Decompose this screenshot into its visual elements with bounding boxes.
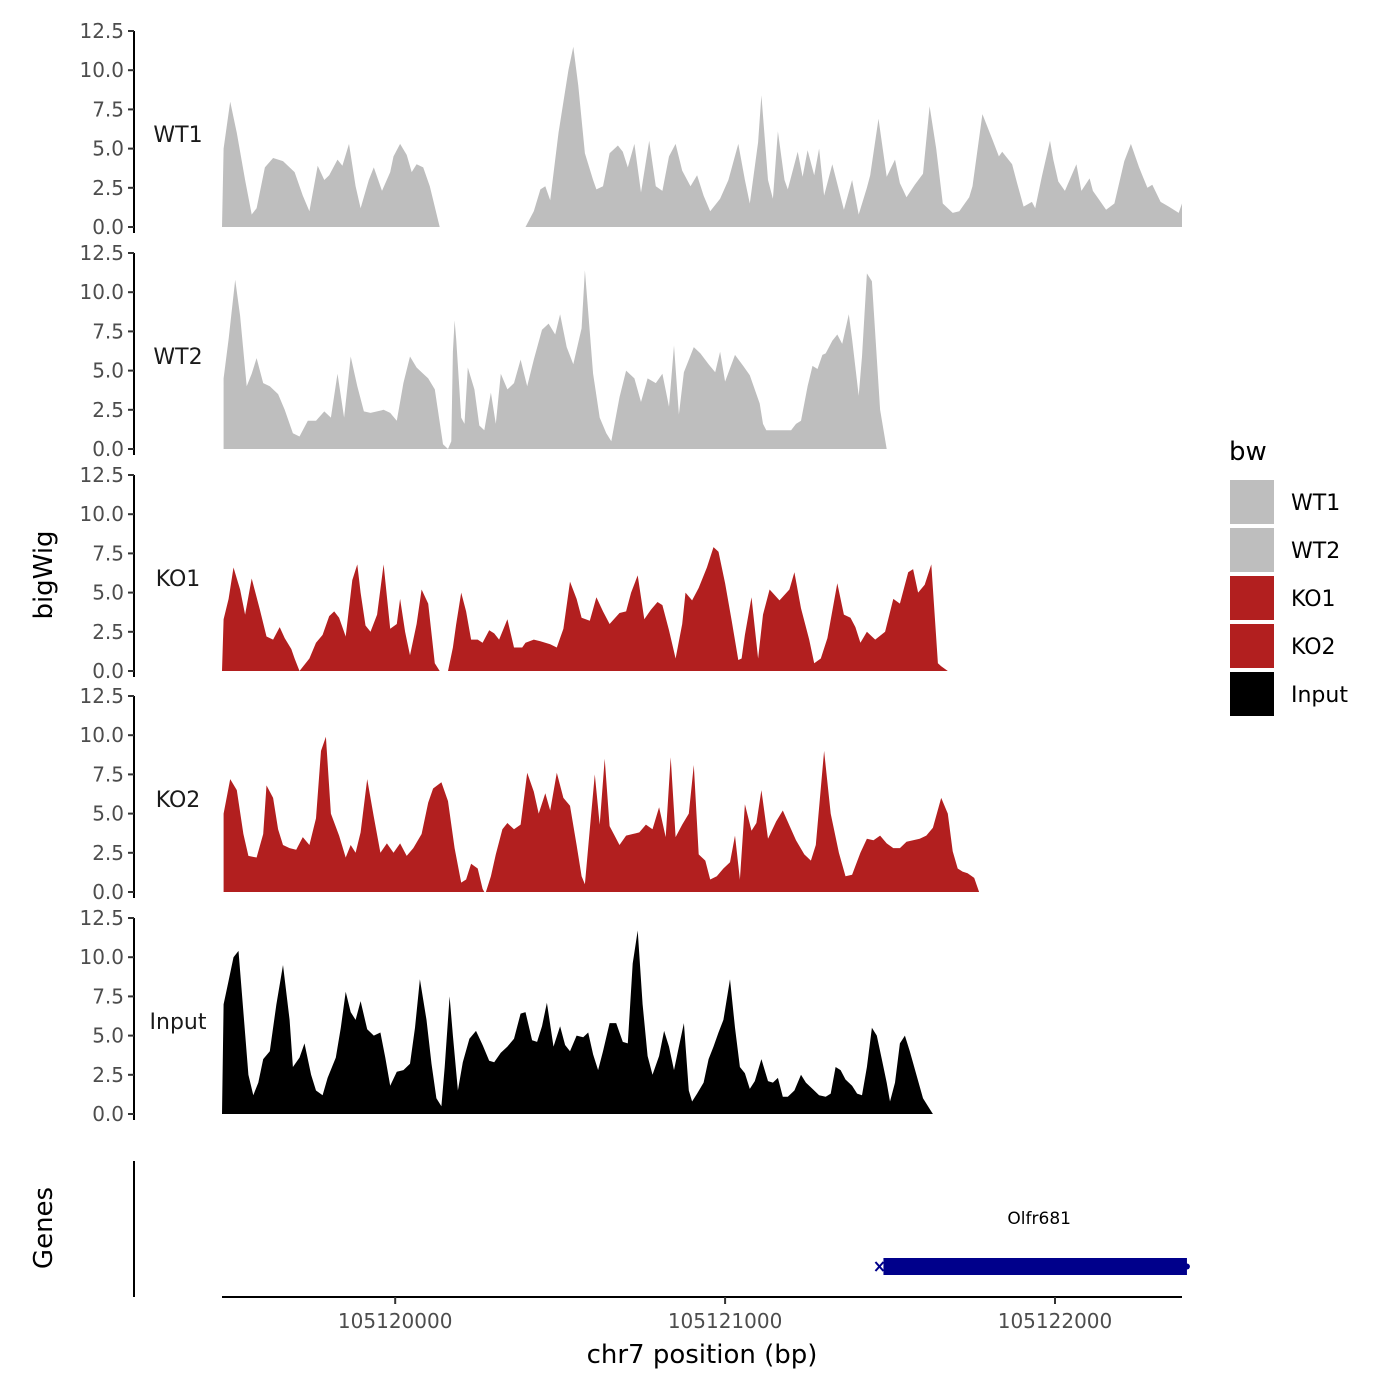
track-label-ko1: KO1 <box>156 567 201 592</box>
gene-end-marker <box>1183 1263 1190 1270</box>
y-tick-label: 0.0 <box>92 437 124 461</box>
x-axis-title: chr7 position (bp) <box>587 1340 818 1370</box>
y-tick-label: 2.5 <box>92 1063 124 1087</box>
track-panel-wt2: 0.0 2.5 5.0 7.5 10.0 12.5 WT2 <box>79 241 887 461</box>
gene-start-marker <box>874 1261 885 1272</box>
track-panel-wt1: 0.0 2.5 5.0 7.5 10.0 12.5 WT1 <box>79 19 1182 239</box>
y-tick-label: 0.0 <box>92 215 124 239</box>
y-tick-label: 10.0 <box>79 280 124 304</box>
track-ko1-area-1 <box>222 564 440 671</box>
legend-label-wt2: WT2 <box>1291 539 1340 564</box>
gene-layer: Olfr681 <box>874 1209 1190 1275</box>
y-tick-label: 2.5 <box>92 620 124 644</box>
x-tick-label: 105120000 <box>338 1309 453 1333</box>
track-wt1-area-1 <box>222 101 440 227</box>
y-tick-label: 0.0 <box>92 1102 124 1126</box>
x-axis: 105120000 105121000 105122000 chr7 positio… <box>222 1296 1182 1370</box>
gene-panel: Genes Olfr681 <box>29 1161 1190 1297</box>
y-tick-label: 12.5 <box>79 684 124 708</box>
y-tick-label: 7.5 <box>92 319 124 343</box>
y-tick-label: 5.0 <box>92 802 124 826</box>
legend-swatch-input <box>1230 672 1274 716</box>
tracks-layer: 0.0 2.5 5.0 7.5 10.0 12.5 WT1 0.0 2.5 5.0 7.5 10.0 1… <box>79 19 1182 1126</box>
y-tick-label: 10.0 <box>79 502 124 526</box>
y-tick-label: 12.5 <box>79 463 124 487</box>
y-tick-label: 0.0 <box>92 659 124 683</box>
y-tick-label: 0.0 <box>92 880 124 904</box>
y-axis-title: bigWig <box>29 530 59 619</box>
legend-title: bw <box>1229 437 1267 467</box>
y-tick-label: 2.5 <box>92 176 124 200</box>
y-tick-label: 5.0 <box>92 581 124 605</box>
y-tick-label: 12.5 <box>79 241 124 265</box>
y-tick-label: 10.0 <box>79 58 124 82</box>
legend-label-wt1: WT1 <box>1291 491 1340 516</box>
y-tick-label: 5.0 <box>92 1024 124 1048</box>
x-tick-label: 105121000 <box>668 1309 783 1333</box>
legend-label-ko1: KO1 <box>1291 587 1336 612</box>
y-tick-label: 7.5 <box>92 97 124 121</box>
x-tick-label: 105122000 <box>998 1309 1113 1333</box>
track-ko1-area-2 <box>448 547 948 671</box>
y-tick-label: 5.0 <box>92 359 124 383</box>
track-label-input: Input <box>150 1010 207 1035</box>
x-ticks: 105120000 105121000 105122000 <box>338 1297 1112 1333</box>
legend-swatch-ko2 <box>1230 624 1274 668</box>
track-panel-input: 0.0 2.5 5.0 7.5 10.0 12.5 Input <box>79 906 933 1126</box>
y-tick-label: 10.0 <box>79 945 124 969</box>
y-tick-label: 5.0 <box>92 137 124 161</box>
track-wt1-area-2 <box>525 46 1182 228</box>
y-tick-label: 12.5 <box>79 906 124 930</box>
track-input-area-1 <box>222 930 933 1114</box>
legend-items: WT1 WT2 KO1 KO2 Input <box>1230 480 1348 716</box>
legend-swatch-wt2 <box>1230 528 1274 572</box>
legend-label-ko2: KO2 <box>1291 635 1336 660</box>
track-label-ko2: KO2 <box>156 788 201 813</box>
gene-label: Olfr681 <box>1007 1209 1071 1229</box>
legend-label-input: Input <box>1291 683 1348 708</box>
y-tick-label: 7.5 <box>92 984 124 1008</box>
legend-swatch-ko1 <box>1230 576 1274 620</box>
y-tick-label: 12.5 <box>79 19 124 43</box>
y-tick-label: 2.5 <box>92 841 124 865</box>
gene-body <box>883 1258 1187 1275</box>
y-tick-label: 10.0 <box>79 723 124 747</box>
track-panel-ko1: 0.0 2.5 5.0 7.5 10.0 12.5 KO1 <box>79 463 948 683</box>
track-label-wt1: WT1 <box>153 123 202 148</box>
y-tick-label: 7.5 <box>92 762 124 786</box>
track-panel-ko2: 0.0 2.5 5.0 7.5 10.0 12.5 KO2 <box>79 684 980 904</box>
legend-swatch-wt1 <box>1230 480 1274 524</box>
track-label-wt2: WT2 <box>153 345 202 370</box>
y-tick-label: 7.5 <box>92 541 124 565</box>
track-wt2-area-1 <box>223 270 887 449</box>
y-tick-label: 2.5 <box>92 398 124 422</box>
genes-axis-title: Genes <box>29 1187 59 1269</box>
legend: bw WT1 WT2 KO1 KO2 Input <box>1229 437 1348 716</box>
track-ko2-area-2 <box>485 750 980 892</box>
track-ko2-area-1 <box>223 736 485 892</box>
